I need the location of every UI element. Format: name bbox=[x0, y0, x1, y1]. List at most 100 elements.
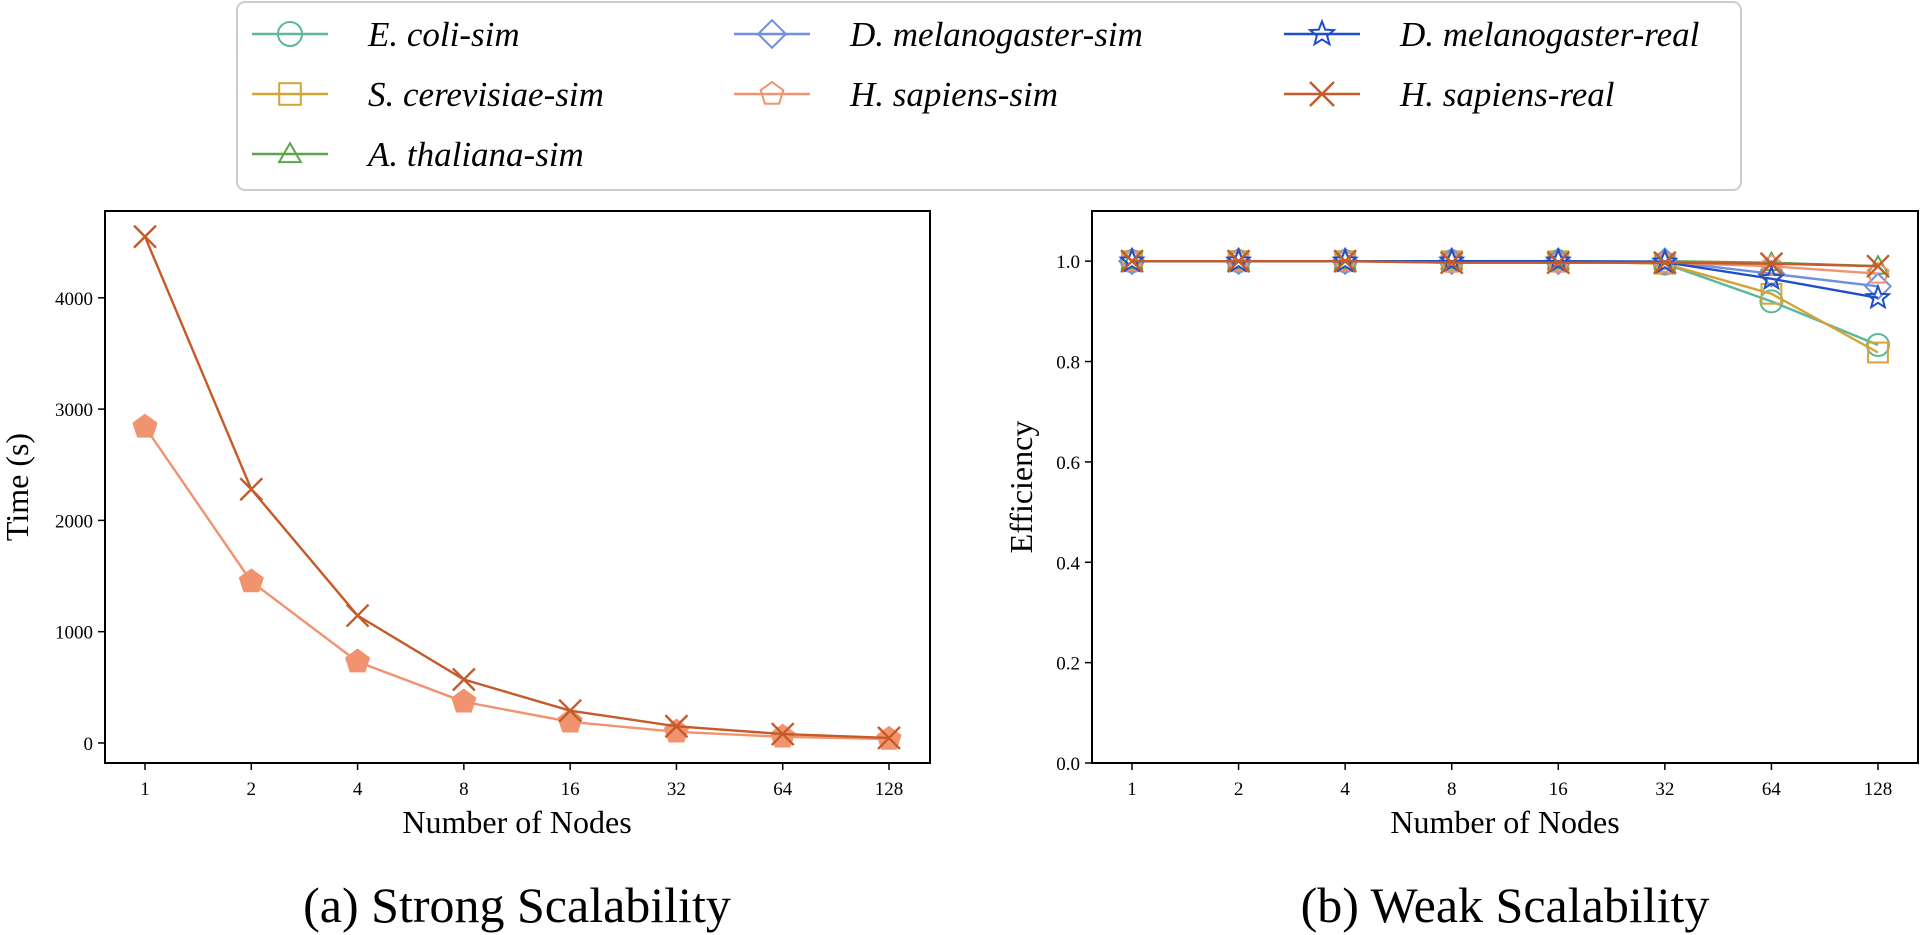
x-tick-label: 128 bbox=[1864, 779, 1893, 800]
x-tick-label: 8 bbox=[1447, 779, 1457, 800]
data-point bbox=[1866, 261, 1890, 284]
data-point bbox=[1867, 341, 1889, 364]
series-line bbox=[143, 236, 890, 740]
diamond-marker-icon bbox=[756, 18, 788, 50]
x-tick-label: 1 bbox=[1127, 779, 1137, 800]
strong-scalability-panel: 1 2 4 8 16 32 64 128 0 1000 2000 3000 4000 Number of… bbox=[0, 210, 931, 933]
x-tick-label: 64 bbox=[1762, 779, 1782, 800]
x-tick-label: 16 bbox=[1549, 779, 1568, 800]
series-line bbox=[1132, 259, 1879, 268]
data-point bbox=[239, 477, 264, 502]
y-tick-label: 3000 bbox=[55, 400, 93, 421]
series-hsap-real bbox=[133, 224, 901, 750]
data-point bbox=[877, 726, 901, 750]
panel-caption: (b) Weak Scalability bbox=[1301, 877, 1710, 933]
legend-label: E. coli-sim bbox=[367, 15, 520, 54]
legend-label: A. thaliana-sim bbox=[366, 135, 584, 174]
panel-caption: (a) Strong Scalability bbox=[303, 877, 731, 933]
data-point bbox=[1757, 264, 1786, 291]
data-point bbox=[344, 648, 371, 673]
data-point bbox=[663, 718, 690, 743]
x-tick-label: 64 bbox=[773, 779, 793, 800]
x-tick-label: 32 bbox=[667, 779, 686, 800]
legend-label: D. melanogaster-sim bbox=[849, 15, 1143, 54]
square-marker-icon bbox=[278, 82, 302, 106]
y-tick-label: 2000 bbox=[55, 511, 93, 532]
y-tick-label: 0 bbox=[84, 734, 94, 755]
x-tick-label: 4 bbox=[353, 779, 363, 800]
x-marker-icon bbox=[1309, 81, 1335, 107]
data-point bbox=[1226, 249, 1251, 270]
x-tick-label: 32 bbox=[1655, 779, 1674, 800]
data-point bbox=[1546, 249, 1571, 270]
data-point bbox=[1864, 283, 1892, 310]
legend-entry-dmel-real: D. melanogaster-real bbox=[1284, 15, 1699, 54]
plot-area-frame bbox=[104, 210, 931, 764]
series-hsap-sim bbox=[132, 413, 902, 750]
pentagon-marker-icon bbox=[759, 80, 785, 105]
data-point bbox=[1120, 249, 1144, 274]
data-point bbox=[770, 722, 795, 746]
data-point bbox=[1759, 251, 1784, 276]
legend-entry-hsap-sim: H. sapiens-sim bbox=[734, 75, 1058, 114]
data-point bbox=[133, 224, 157, 249]
plot-area-frame bbox=[1091, 210, 1919, 764]
x-tick-label: 128 bbox=[875, 779, 904, 800]
data-point bbox=[1863, 272, 1893, 301]
x-axis-label: Number of Nodes bbox=[402, 804, 631, 840]
series-line bbox=[144, 426, 890, 741]
legend: E. coli-sim S. cerevisiae-sim A. thaliana-… bbox=[236, 1, 1742, 191]
data-point bbox=[1759, 289, 1784, 314]
data-point bbox=[1226, 249, 1251, 274]
data-point bbox=[664, 714, 689, 739]
y-tick-label: 0.0 bbox=[1056, 754, 1080, 775]
data-point bbox=[1653, 249, 1677, 270]
y-tick-label: 0.4 bbox=[1056, 553, 1080, 574]
y-tick-label: 1.0 bbox=[1056, 252, 1080, 273]
x-tick-label: 2 bbox=[1234, 779, 1244, 800]
legend-entry-ecoli-sim: E. coli-sim bbox=[252, 15, 520, 54]
y-tick-label: 0.8 bbox=[1056, 353, 1080, 374]
legend-frame bbox=[236, 1, 1742, 191]
data-point bbox=[451, 688, 477, 713]
y-tick-label: 1000 bbox=[55, 623, 93, 644]
legend-label: H. sapiens-real bbox=[1399, 75, 1615, 114]
y-tick-label: 4000 bbox=[55, 289, 93, 310]
data-point bbox=[1651, 247, 1679, 274]
weak-scalability-panel: 1 2 4 8 16 32 64 128 0.0 0.2 0.4 0.6 0.8 1.0 Number o… bbox=[1003, 210, 1919, 933]
data-point bbox=[1333, 249, 1357, 274]
data-point bbox=[1439, 250, 1464, 275]
data-point bbox=[1866, 254, 1890, 279]
data-point bbox=[1224, 246, 1253, 273]
data-point bbox=[1759, 250, 1784, 272]
data-point bbox=[1439, 249, 1464, 270]
legend-entry-athal-sim: A. thaliana-sim bbox=[252, 135, 584, 174]
x-tick-label: 2 bbox=[247, 779, 257, 800]
data-point bbox=[1546, 250, 1571, 275]
data-point bbox=[558, 698, 582, 723]
data-point bbox=[345, 603, 370, 628]
legend-entry-hsap-real: H. sapiens-real bbox=[1284, 75, 1615, 114]
x-tick-label: 8 bbox=[459, 779, 469, 800]
y-tick-label: 0.6 bbox=[1056, 453, 1080, 474]
x-tick-label: 16 bbox=[561, 779, 580, 800]
legend-label: D. melanogaster-real bbox=[1399, 15, 1699, 54]
data-point bbox=[1544, 246, 1572, 273]
y-axis-label: Efficiency bbox=[1003, 421, 1039, 554]
data-point bbox=[1331, 246, 1359, 273]
data-point bbox=[132, 413, 158, 438]
data-point bbox=[1120, 249, 1144, 270]
star-marker-icon bbox=[1307, 18, 1337, 47]
data-point bbox=[1333, 249, 1357, 270]
data-point bbox=[1118, 246, 1146, 273]
legend-entry-scer-sim: S. cerevisiae-sim bbox=[252, 75, 604, 114]
triangle-marker-icon bbox=[277, 141, 303, 164]
y-axis-label: Time (s) bbox=[0, 433, 35, 541]
data-point bbox=[1653, 250, 1677, 275]
legend-label: H. sapiens-sim bbox=[849, 75, 1058, 114]
data-point bbox=[1438, 246, 1466, 273]
data-point bbox=[557, 708, 583, 733]
legend-entry-dmel-sim: D. melanogaster-sim bbox=[734, 15, 1143, 54]
legend-label: S. cerevisiae-sim bbox=[368, 75, 604, 114]
